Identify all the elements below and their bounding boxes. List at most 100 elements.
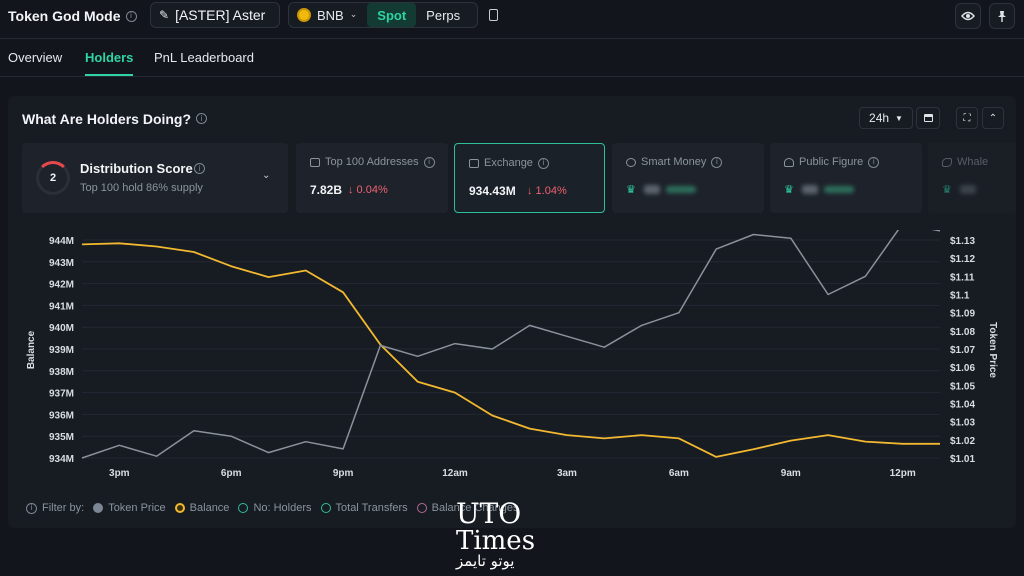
distribution-score-card[interactable]: 2 Distribution Score i Top 100 hold 86% … bbox=[22, 143, 288, 213]
pin-icon bbox=[998, 10, 1006, 22]
chevron-down-icon[interactable]: ⌄ bbox=[262, 170, 271, 181]
legend-holders[interactable]: No: Holders bbox=[238, 502, 312, 514]
watermark-times: Times bbox=[456, 526, 536, 556]
tab-overview[interactable]: Overview bbox=[8, 50, 63, 65]
series-line-balance bbox=[81, 242, 940, 458]
y-left-tick-label: 936M bbox=[49, 410, 74, 421]
legend-balance[interactable]: Balance bbox=[174, 502, 230, 514]
holders-panel: What Are Holders Doing? i 24h ▼ ⛶ ⌃ 2 Di… bbox=[8, 96, 1016, 528]
legend-label: Total Transfers bbox=[335, 502, 408, 514]
x-tick-label: 6am bbox=[669, 468, 689, 479]
stat-card-top-100[interactable]: Top 100 Addresses i 7.82B ↓ 0.04% bbox=[296, 143, 448, 213]
y-left-tick-label: 937M bbox=[49, 389, 74, 400]
y-right-tick-label: $1.09 bbox=[950, 309, 975, 320]
legend-token-price[interactable]: Token Price bbox=[93, 502, 166, 514]
chain-name[interactable]: BNB bbox=[317, 7, 344, 23]
stat-card-smart-money[interactable]: Smart Money i ♛ bbox=[612, 143, 764, 213]
stat-label-text: Public Figure bbox=[799, 156, 864, 168]
info-icon[interactable]: i bbox=[196, 113, 207, 124]
info-icon[interactable]: i bbox=[26, 502, 37, 514]
watermark-arabic: يوتو تايمز bbox=[456, 552, 515, 570]
info-icon[interactable]: i bbox=[194, 163, 205, 174]
y-right-tick-label: $1.03 bbox=[950, 418, 975, 429]
y-right-tick-label: $1.12 bbox=[950, 254, 975, 265]
stat-label: Smart Money i bbox=[626, 156, 723, 168]
y-right-tick-label: $1.13 bbox=[950, 236, 975, 247]
chart-legend: i Filter by: Token Price Balance No: Hold… bbox=[26, 502, 528, 514]
y-right-tick-label: $1.07 bbox=[950, 345, 975, 356]
ranking-icon bbox=[310, 157, 320, 167]
y-right-tick-label: $1.11 bbox=[950, 272, 975, 283]
y-left-tick-label: 934M bbox=[49, 454, 74, 465]
stat-label: Whale bbox=[942, 156, 988, 168]
chain-market-switcher: BNB ⌄ Spot Perps bbox=[288, 2, 478, 28]
locked-value bbox=[644, 185, 660, 194]
tab-holders[interactable]: Holders bbox=[85, 50, 134, 65]
pencil-icon: ✎ bbox=[159, 8, 170, 22]
bnb-icon bbox=[297, 8, 311, 22]
eye-button[interactable] bbox=[955, 3, 981, 29]
y-left-tick-label: 935M bbox=[49, 432, 74, 443]
tab-bar: Overview Holders PnL Leaderboard bbox=[0, 40, 1024, 76]
smart-money-icon bbox=[626, 157, 636, 167]
info-icon[interactable]: i bbox=[537, 157, 549, 169]
y-left-tick-label: 942M bbox=[49, 280, 74, 291]
distribution-score-value: 2 bbox=[49, 172, 57, 184]
filter-prefix: Filter by: bbox=[42, 502, 85, 514]
header-divider bbox=[0, 38, 1024, 39]
locked-change bbox=[666, 186, 696, 193]
distribution-score-subtitle: Top 100 hold 86% supply bbox=[80, 182, 203, 194]
stat-card-public-figure[interactable]: Public Figure i ♛ bbox=[770, 143, 922, 213]
token-label: [ASTER] Aster bbox=[175, 7, 266, 23]
active-tab-indicator bbox=[85, 74, 133, 76]
distribution-score-gauge: 2 bbox=[36, 161, 70, 195]
chevron-down-icon[interactable]: ⌄ bbox=[349, 10, 358, 20]
app-title: Token God Mode bbox=[8, 8, 121, 24]
expand-icon: ⛶ bbox=[963, 112, 971, 124]
legend-dot bbox=[93, 503, 104, 513]
copy-icon[interactable] bbox=[489, 9, 498, 21]
stat-card-exchange[interactable]: Exchange i 934.43M ↓ 1.04% bbox=[454, 143, 605, 213]
stat-value: 934.43M bbox=[469, 184, 516, 198]
tab-pnl-leaderboard[interactable]: PnL Leaderboard bbox=[154, 50, 254, 65]
pin-button[interactable] bbox=[989, 3, 1015, 29]
public-figure-icon bbox=[784, 157, 794, 167]
stat-change: ↓ 1.04% bbox=[527, 185, 567, 197]
legend-label: Balance bbox=[189, 502, 230, 514]
stat-label-text: Smart Money bbox=[641, 156, 707, 168]
y-left-tick-label: 939M bbox=[49, 345, 74, 356]
caret-down-icon: ▼ bbox=[895, 113, 903, 123]
collapse-button[interactable]: ⌃ bbox=[982, 107, 1004, 129]
x-tick-label: 6pm bbox=[221, 468, 242, 479]
info-icon[interactable]: i bbox=[711, 156, 723, 168]
stat-label-text: Exchange bbox=[484, 157, 533, 169]
x-tick-label: 12pm bbox=[890, 468, 916, 479]
legend-balance-changes[interactable]: Balance Changes bbox=[416, 502, 519, 514]
legend-label: Token Price bbox=[108, 502, 166, 514]
calendar-icon bbox=[923, 114, 933, 122]
time-range-dropdown[interactable]: 24h ▼ bbox=[859, 107, 913, 129]
locked-value bbox=[802, 185, 818, 194]
y-right-tick-label: $1.05 bbox=[950, 381, 975, 392]
y-left-axis-title: Balance bbox=[26, 330, 37, 369]
stat-card-whale[interactable]: Whale ♛ bbox=[928, 143, 1016, 213]
locked-change bbox=[824, 186, 854, 193]
spot-button[interactable]: Spot bbox=[367, 3, 417, 27]
bank-icon bbox=[469, 158, 479, 168]
info-icon[interactable]: i bbox=[125, 10, 137, 22]
info-icon[interactable]: i bbox=[868, 156, 880, 168]
x-tick-label: 3am bbox=[557, 468, 577, 479]
y-left-tick-label: 940M bbox=[49, 323, 74, 334]
crown-icon: ♛ bbox=[784, 183, 794, 196]
crown-icon: ♛ bbox=[942, 183, 952, 196]
token-selector[interactable]: ✎ [ASTER] Aster bbox=[150, 2, 280, 28]
x-tick-label: 9am bbox=[781, 468, 801, 479]
locked-value bbox=[960, 185, 976, 194]
info-icon[interactable]: i bbox=[423, 156, 435, 168]
perps-button[interactable]: Perps bbox=[426, 7, 461, 23]
panel-title: What Are Holders Doing? bbox=[22, 111, 192, 127]
crown-icon: ♛ bbox=[626, 183, 636, 196]
legend-total-transfers[interactable]: Total Transfers bbox=[320, 502, 408, 514]
expand-button[interactable]: ⛶ bbox=[956, 107, 978, 129]
calendar-button[interactable] bbox=[916, 107, 940, 129]
